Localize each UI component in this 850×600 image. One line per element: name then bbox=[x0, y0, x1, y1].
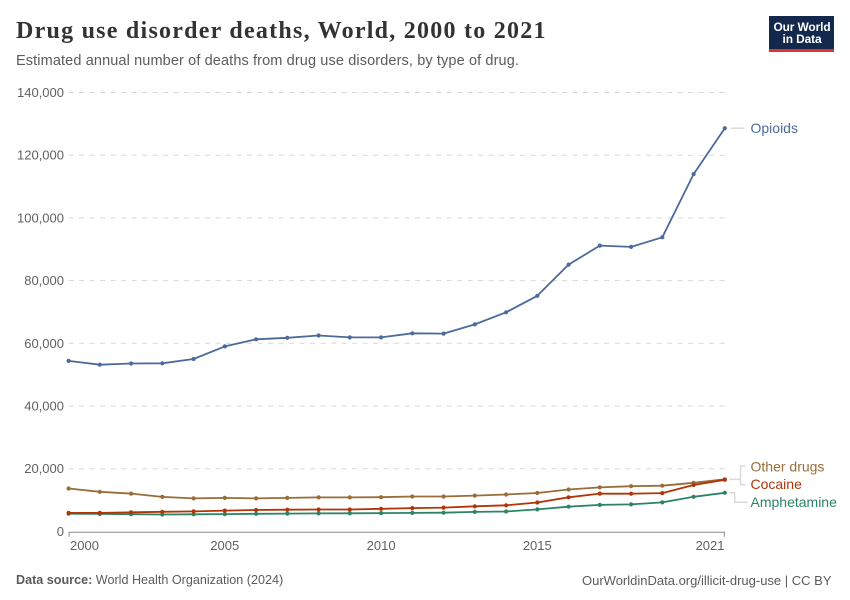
svg-text:2015: 2015 bbox=[523, 538, 552, 553]
svg-text:40,000: 40,000 bbox=[24, 399, 64, 414]
svg-text:Other drugs: Other drugs bbox=[751, 459, 825, 475]
svg-text:2005: 2005 bbox=[210, 538, 239, 553]
svg-text:2021: 2021 bbox=[696, 538, 725, 553]
svg-text:100,000: 100,000 bbox=[17, 210, 64, 225]
svg-text:140,000: 140,000 bbox=[17, 85, 64, 100]
svg-text:0: 0 bbox=[57, 524, 64, 539]
svg-text:Amphetamine: Amphetamine bbox=[751, 494, 838, 510]
svg-text:120,000: 120,000 bbox=[17, 148, 64, 163]
svg-text:80,000: 80,000 bbox=[24, 273, 64, 288]
svg-text:Opioids: Opioids bbox=[751, 120, 798, 136]
svg-text:2010: 2010 bbox=[367, 538, 396, 553]
svg-text:Cocaine: Cocaine bbox=[751, 476, 803, 492]
svg-text:2000: 2000 bbox=[70, 538, 99, 553]
svg-text:60,000: 60,000 bbox=[24, 336, 64, 351]
svg-text:20,000: 20,000 bbox=[24, 461, 64, 476]
